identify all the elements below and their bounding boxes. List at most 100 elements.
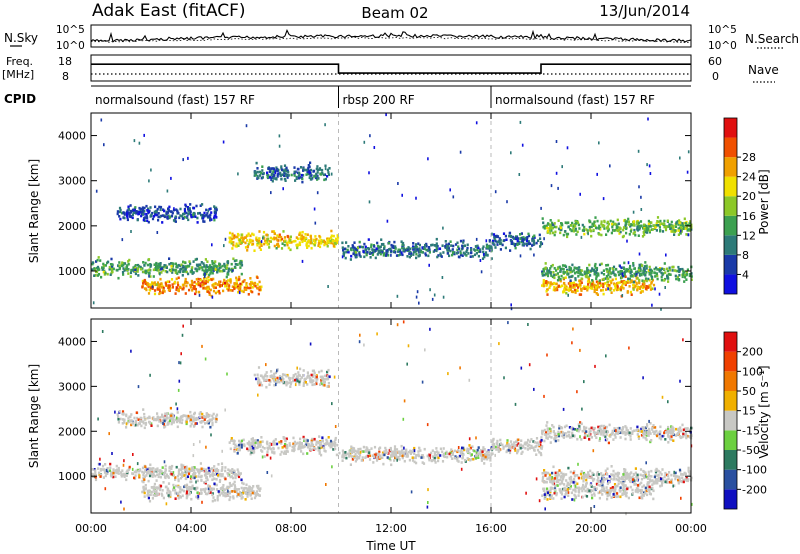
power-cell bbox=[629, 290, 632, 294]
velocity-cell bbox=[133, 416, 136, 420]
velocity-cell bbox=[344, 453, 347, 456]
velocity-cell bbox=[268, 445, 271, 448]
power-cell bbox=[320, 241, 323, 245]
velocity-cell bbox=[328, 375, 331, 378]
power-cell bbox=[219, 280, 222, 284]
power-noise-cell bbox=[386, 219, 389, 223]
power-cell bbox=[628, 270, 631, 273]
power-cell bbox=[470, 247, 473, 251]
power-cell bbox=[292, 240, 295, 243]
velocity-cell bbox=[326, 370, 329, 374]
power-cell bbox=[208, 293, 211, 296]
velocity-cell bbox=[563, 425, 567, 429]
velocity-cell bbox=[250, 489, 253, 493]
power-cell bbox=[305, 173, 308, 176]
power-cell bbox=[579, 269, 582, 272]
power-cell bbox=[310, 246, 313, 250]
power-cell bbox=[240, 272, 243, 276]
power-cell bbox=[668, 223, 671, 226]
power-cell bbox=[555, 225, 558, 229]
velocity-cell bbox=[588, 434, 591, 438]
velocity-cell bbox=[170, 422, 173, 426]
power-cell bbox=[247, 293, 250, 296]
power-cell bbox=[223, 278, 226, 282]
power-cell bbox=[589, 286, 593, 290]
velocity-cell bbox=[317, 440, 320, 444]
power-cell bbox=[168, 257, 171, 260]
power-cell bbox=[580, 287, 583, 291]
power-cell bbox=[572, 229, 575, 233]
power-cell bbox=[635, 270, 638, 274]
velocity-cell bbox=[211, 471, 214, 474]
velocity-cell bbox=[568, 426, 571, 429]
power-cell bbox=[683, 273, 686, 277]
velocity-cell bbox=[535, 444, 538, 448]
velocity-cell bbox=[290, 381, 293, 384]
power-cell bbox=[657, 224, 660, 227]
velocity-cell bbox=[185, 490, 189, 493]
power-cell bbox=[677, 265, 680, 269]
power-cell bbox=[518, 242, 521, 246]
velocity-cell bbox=[411, 459, 415, 462]
velocity-cell bbox=[169, 491, 172, 494]
power-cell bbox=[199, 263, 202, 266]
velocity-cell bbox=[546, 421, 549, 424]
power-cell bbox=[588, 281, 591, 284]
power-cell bbox=[393, 240, 396, 244]
power-cell bbox=[550, 223, 553, 227]
velocity-cell bbox=[158, 488, 162, 492]
power-cell bbox=[616, 284, 619, 288]
velocity-cell bbox=[266, 442, 269, 446]
velocity-cell bbox=[323, 446, 326, 450]
power-cell bbox=[111, 263, 114, 266]
power-cell bbox=[380, 238, 383, 241]
power-cell bbox=[383, 247, 386, 250]
power-cell bbox=[205, 208, 208, 212]
velocity-cell bbox=[125, 426, 128, 429]
velocity-cell bbox=[409, 452, 412, 455]
power-cell bbox=[376, 241, 379, 245]
velocity-cell bbox=[502, 445, 505, 449]
power-noise-cell bbox=[245, 124, 248, 128]
power-cell bbox=[164, 266, 167, 269]
velocity-cell bbox=[152, 493, 155, 497]
power-cell bbox=[471, 255, 474, 258]
power-cell bbox=[141, 206, 144, 209]
power-cell bbox=[249, 234, 252, 238]
power-cell bbox=[430, 243, 433, 247]
power-cell bbox=[578, 227, 581, 230]
power-cell bbox=[481, 247, 484, 250]
power-cell bbox=[580, 289, 583, 292]
power-cell bbox=[655, 224, 658, 227]
power-cell bbox=[661, 230, 665, 233]
power-cell bbox=[196, 221, 199, 224]
velocity-cell bbox=[116, 468, 119, 472]
power-cell bbox=[465, 250, 468, 254]
power-cell bbox=[280, 235, 283, 239]
power-cell bbox=[424, 253, 427, 257]
velocity-cell bbox=[230, 475, 234, 478]
velocity-cell bbox=[256, 439, 259, 442]
velocity-cell bbox=[355, 458, 358, 461]
power-cell bbox=[201, 284, 204, 287]
velocity-cell bbox=[248, 491, 251, 494]
velocity-cell bbox=[94, 475, 97, 479]
velocity-cell bbox=[105, 472, 108, 475]
power-cell bbox=[183, 281, 187, 285]
power-cell bbox=[575, 222, 578, 225]
velocity-cell bbox=[332, 448, 335, 451]
velocity-cell bbox=[393, 449, 397, 452]
power-noise-cell bbox=[224, 237, 227, 241]
velocity-cell bbox=[299, 445, 302, 449]
velocity-cell bbox=[144, 469, 147, 472]
velocity-cell bbox=[179, 486, 182, 489]
velocity-cell bbox=[549, 430, 552, 433]
power-cell bbox=[606, 220, 609, 224]
velocity-cell bbox=[254, 494, 257, 498]
power-cell bbox=[435, 247, 438, 250]
power-cell bbox=[263, 237, 266, 240]
velocity-cell bbox=[636, 425, 639, 429]
power-cell bbox=[593, 283, 596, 287]
velocity-cell bbox=[298, 443, 301, 446]
